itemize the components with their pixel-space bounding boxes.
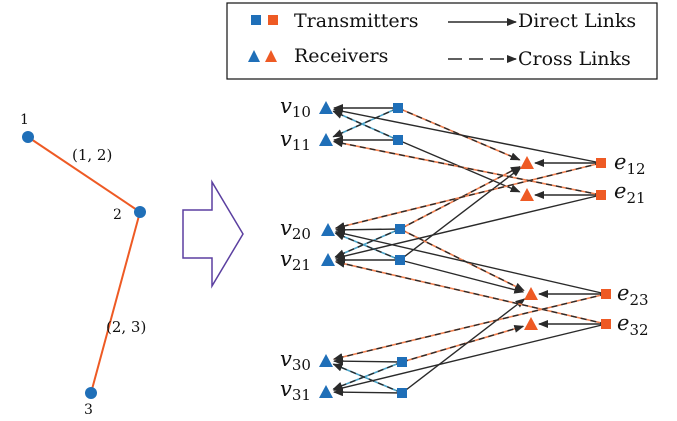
direct-link-te23-rv20 xyxy=(334,229,607,295)
vertex-label-v31: v31 xyxy=(280,377,311,404)
transform-arrow-icon xyxy=(182,179,244,289)
graph-node-3 xyxy=(85,387,97,399)
legend-receiver-orange-icon xyxy=(265,50,277,62)
transmitter-e21-icon xyxy=(596,190,606,200)
direct-link-tv31-re23 xyxy=(401,298,526,394)
network-labels: v10 v11 v20 v21 v30 v31 e12 e21 e23 e32 xyxy=(280,94,649,404)
transmitter-v10-icon xyxy=(393,103,403,113)
direct-link-tv21-re23 xyxy=(399,259,525,294)
network-nodes xyxy=(319,101,611,398)
vertex-label-v21: v21 xyxy=(280,247,311,274)
legend-receivers-label: Receivers xyxy=(294,45,388,67)
graph-node-1-label: 1 xyxy=(20,112,29,128)
cross-link-te32-rv21 xyxy=(334,259,607,325)
transmitter-e12-icon xyxy=(596,158,606,168)
legend-transmitter-blue-icon xyxy=(251,15,261,25)
legend-box xyxy=(226,2,658,80)
cross-link-te21-rv11 xyxy=(332,139,602,196)
transmitter-e32-icon xyxy=(601,319,611,329)
edge-label-e23: e23 xyxy=(617,281,649,309)
vertex-label-v11: v11 xyxy=(280,127,311,154)
graph-node-2-label: 2 xyxy=(113,207,122,223)
receiver-e12-icon xyxy=(520,156,534,169)
cross-link-tv31-rv30 xyxy=(332,363,403,394)
edge-label-e21: e21 xyxy=(614,179,646,207)
graph-edge-1-2 xyxy=(27,136,141,213)
vertex-label-v10: v10 xyxy=(280,94,311,121)
cross-link-tv20-re12 xyxy=(399,166,521,230)
receiver-e23-icon xyxy=(524,287,538,300)
receiver-e21-icon xyxy=(520,188,534,201)
direct-link-te12-rv10 xyxy=(332,107,602,164)
edge-label-e32: e32 xyxy=(617,311,649,339)
legend-transmitters-label: Transmitters xyxy=(294,10,419,32)
direct-link-tv21-re12 xyxy=(399,167,522,261)
legend: Transmitters Receivers Direct Links Cros… xyxy=(226,2,658,80)
base-graph: 1 2 3 (1, 2) (2, 3) xyxy=(20,112,146,418)
graph-edge-1-2-label: (1, 2) xyxy=(72,146,112,164)
receiver-e32-icon xyxy=(524,317,538,330)
direct-link-te32-rv31 xyxy=(332,323,607,392)
transmitter-v31-icon xyxy=(397,388,407,398)
cross-link-te23-rv30 xyxy=(332,293,607,361)
transmitter-v20-icon xyxy=(395,224,405,234)
graph-node-1 xyxy=(22,131,34,143)
cross-link-tv30-rv31 xyxy=(332,361,403,390)
legend-cross-links-label: Cross Links xyxy=(518,48,631,70)
transmitter-e23-icon xyxy=(601,289,611,299)
cross-link-tv20-re23 xyxy=(399,228,525,292)
graph-edge-2-3-label: (2, 3) xyxy=(106,318,146,336)
legend-transmitter-orange-icon xyxy=(268,15,278,25)
receiver-v10-icon xyxy=(319,101,333,114)
vertex-label-v20: v20 xyxy=(280,216,311,243)
vertex-label-v30: v30 xyxy=(280,347,311,374)
edge-label-e12: e12 xyxy=(614,150,646,178)
graph-edge-2-3 xyxy=(90,211,141,394)
receiver-v20-icon xyxy=(321,223,335,236)
receiver-v21-icon xyxy=(321,253,335,266)
receiver-v11-icon xyxy=(319,133,333,146)
direct-link-tv31-rv31 xyxy=(332,388,403,397)
graph-node-2 xyxy=(134,206,146,218)
cross-link-tv21-rv20 xyxy=(334,232,401,261)
transmitter-v21-icon xyxy=(395,255,405,265)
cross-link-tv30-re32 xyxy=(401,324,525,363)
cross-link-te12-rv20 xyxy=(334,162,602,230)
network-links xyxy=(332,104,607,397)
cross-link-tv10-re12 xyxy=(397,107,521,161)
legend-receiver-blue-icon xyxy=(248,50,260,62)
direct-link-tv30-rv30 xyxy=(332,357,403,366)
transmitter-v11-icon xyxy=(393,135,403,145)
cross-link-tv10-rv11 xyxy=(332,107,399,138)
legend-direct-links-label: Direct Links xyxy=(518,10,636,32)
receiver-v31-icon xyxy=(319,385,333,398)
cross-link-tv11-rv10 xyxy=(332,110,399,141)
graph-node-3-label: 3 xyxy=(84,402,93,418)
cross-link-tv20-rv21 xyxy=(334,228,401,258)
direct-link-te21-rv21 xyxy=(334,194,602,260)
transmitter-v30-icon xyxy=(397,357,407,367)
direct-link-tv20-rv20 xyxy=(334,225,401,234)
receiver-v30-icon xyxy=(319,354,333,367)
